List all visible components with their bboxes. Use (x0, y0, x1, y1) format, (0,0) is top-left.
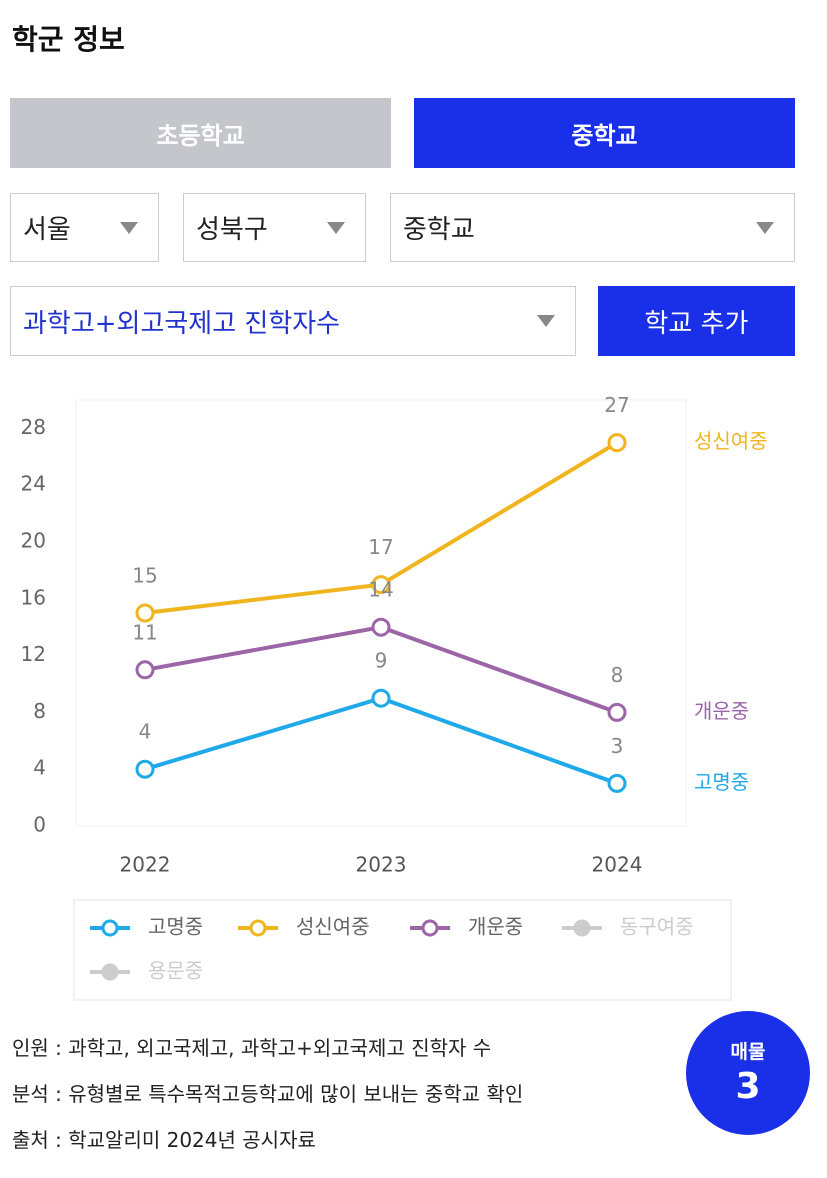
badge-label: 매물 (730, 1041, 766, 1063)
series-end-label: 고명중 (694, 770, 749, 794)
data-point (135, 660, 155, 680)
dropdown-text: 성북구 (196, 215, 268, 245)
data-label: 15 (132, 564, 157, 588)
data-label: 27 (604, 393, 629, 417)
listing-badge[interactable]: 매물 3 (686, 1011, 810, 1135)
legend-label: 개운중 (468, 915, 523, 939)
y-tick-label: 8 (33, 699, 46, 723)
tab[interactable]: 초등학교 (10, 98, 391, 168)
data-point (371, 688, 391, 708)
dropdown[interactable]: 과학고+외고국제고 진학자수 (10, 286, 576, 356)
note: 출처 : 학교알리미 2024년 공시자료 (12, 1128, 316, 1152)
page-title: 학군 정보 (12, 23, 125, 56)
dropdown[interactable]: 성북구 (183, 193, 366, 262)
data-point (371, 617, 391, 637)
legend-label: 성신여중 (296, 915, 370, 939)
legend-label: 고명중 (148, 915, 203, 939)
series-end-label: 개운중 (694, 699, 749, 723)
data-label: 4 (139, 720, 152, 744)
x-tick-label: 2023 (356, 853, 407, 877)
y-tick-label: 16 (21, 585, 46, 609)
y-tick-label: 12 (21, 642, 46, 666)
y-tick-label: 20 (21, 529, 46, 553)
x-tick-label: 2024 (592, 853, 643, 877)
data-point (607, 433, 627, 453)
legend-label: 동구여중 (620, 915, 694, 939)
data-label: 14 (368, 578, 393, 602)
data-label: 3 (611, 734, 624, 758)
legend-marker (101, 963, 119, 981)
tab[interactable]: 중학교 (414, 98, 795, 168)
dropdown-text: 과학고+외고국제고 진학자수 (23, 308, 341, 339)
data-point (135, 603, 155, 623)
dropdown-arrow (120, 221, 138, 234)
dropdown-text: 서울 (23, 215, 71, 245)
dropdown-arrow (537, 315, 555, 327)
data-point (371, 575, 391, 595)
data-point (607, 773, 627, 793)
legend-label: 용문중 (148, 959, 203, 983)
x-tick-label: 2022 (120, 853, 171, 877)
y-tick-label: 28 (21, 415, 46, 439)
data-label: 9 (375, 649, 388, 673)
y-tick-label: 0 (33, 813, 46, 837)
dropdown[interactable]: 서울 (10, 193, 159, 262)
legend-marker (101, 919, 119, 937)
legend-marker (249, 919, 267, 937)
legend-box (73, 899, 732, 1001)
dropdown-text: 중학교 (403, 215, 475, 245)
add-school-button[interactable]: 학교 추가 (598, 286, 795, 356)
note: 분석 : 유형별로 특수목적고등학교에 많이 보내는 중학교 확인 (12, 1082, 524, 1106)
legend-marker (421, 919, 439, 937)
y-tick-label: 24 (21, 472, 46, 496)
data-point (135, 759, 155, 779)
legend-marker (573, 919, 591, 937)
badge-count: 3 (735, 1066, 761, 1107)
plot-border (75, 399, 687, 827)
data-label: 11 (132, 620, 157, 644)
series-line (144, 696, 618, 786)
data-label: 17 (368, 535, 393, 559)
data-point (607, 702, 627, 722)
dropdown[interactable]: 중학교 (390, 193, 795, 262)
y-tick-label: 4 (33, 756, 46, 780)
dropdown-arrow (756, 221, 774, 234)
dropdown-arrow (327, 221, 345, 234)
series-end-label: 성신여중 (694, 429, 768, 453)
note: 인원 : 과학고, 외고국제고, 과학고+외고국제고 진학자 수 (12, 1036, 492, 1060)
data-label: 8 (611, 663, 624, 687)
